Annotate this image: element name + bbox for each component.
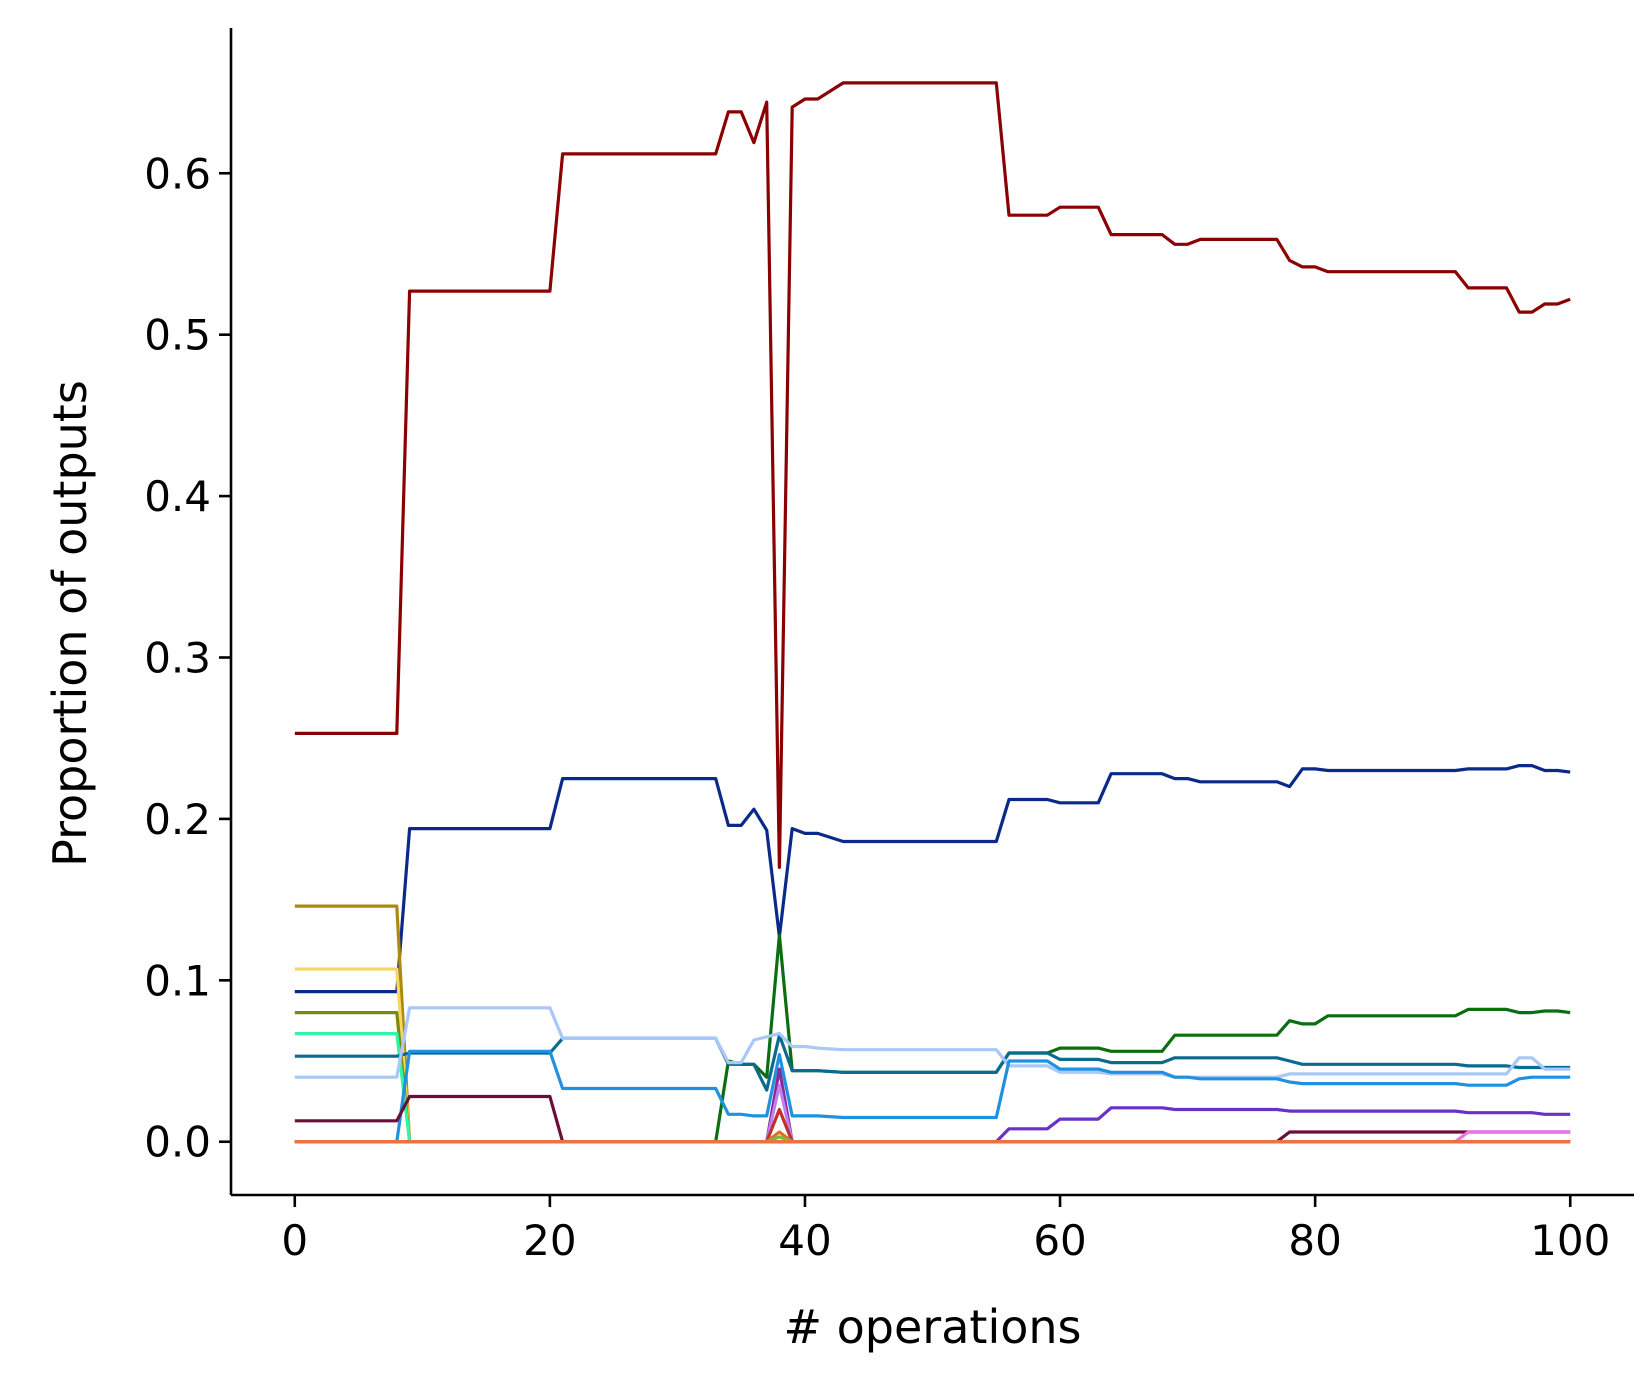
x-tick-label: 40 bbox=[778, 1216, 831, 1265]
series-line-1 bbox=[294, 81, 1571, 869]
x-axis-title: # operations bbox=[784, 1300, 1082, 1354]
y-axis-title: Proportion of outputs bbox=[43, 380, 97, 867]
y-tick-label: 0.1 bbox=[144, 956, 211, 1005]
series-line-12 bbox=[294, 1106, 1571, 1144]
x-tick-label: 60 bbox=[1033, 1216, 1086, 1265]
series-line-10 bbox=[294, 1049, 1571, 1144]
y-tick-label: 0.5 bbox=[144, 311, 211, 360]
series-layer bbox=[294, 81, 1571, 1144]
series-line-11 bbox=[294, 1094, 1571, 1144]
x-tick-label: 0 bbox=[281, 1216, 308, 1265]
y-tick-label: 0.2 bbox=[144, 795, 211, 844]
series-line-5 bbox=[294, 1010, 1571, 1144]
y-tick-label: 0.0 bbox=[144, 1118, 211, 1167]
series-line-7 bbox=[294, 933, 1571, 1144]
x-tick-label: 80 bbox=[1288, 1216, 1341, 1265]
y-tick-label: 0.6 bbox=[144, 149, 211, 198]
series-line-9 bbox=[294, 1006, 1571, 1079]
y-tick-label: 0.4 bbox=[144, 472, 211, 521]
x-tick-label: 20 bbox=[523, 1216, 576, 1265]
series-line-8 bbox=[294, 1033, 1571, 1092]
y-tick-label: 0.3 bbox=[144, 634, 211, 683]
series-line-3 bbox=[294, 904, 1571, 1144]
series-line-2 bbox=[294, 763, 1571, 994]
series-line-16 bbox=[294, 1107, 1571, 1144]
x-ticks: 0 20 40 60 80 100 bbox=[281, 1195, 1610, 1265]
series-line-4 bbox=[294, 967, 1571, 1144]
x-tick-label: 100 bbox=[1530, 1216, 1610, 1265]
y-ticks: 0.0 0.1 0.2 0.3 0.4 0.5 0.6 bbox=[144, 149, 231, 1167]
axes-layer bbox=[229, 28, 1634, 1197]
